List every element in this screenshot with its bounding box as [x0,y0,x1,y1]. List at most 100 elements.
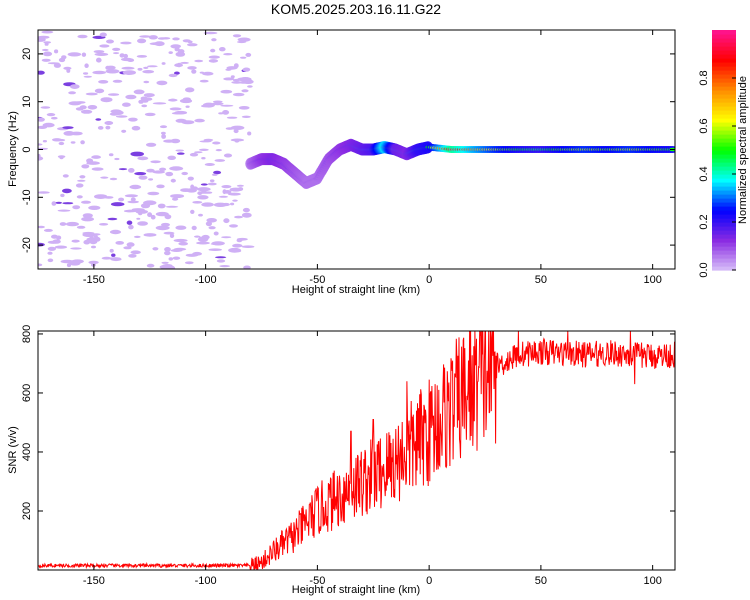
noise-speckle [169,107,182,111]
spectrogram-y-tick-label: -10 [21,189,33,205]
noise-speckle [206,218,217,223]
noise-speckle [122,70,136,75]
noise-speckle [82,232,95,237]
noise-speckle [146,263,155,268]
noise-speckle [97,126,104,130]
colorbar-tick-label: 0.0 [698,262,710,277]
noise-speckle [163,139,176,143]
snr-x-tick-label: 0 [426,575,432,587]
noise-speckle [185,87,195,93]
spectrogram-x-tick-label: 100 [643,274,661,286]
noise-speckle [133,89,145,95]
noise-speckle [152,247,159,251]
noise-speckle [83,75,93,78]
noise-speckle [47,251,53,255]
colorbar-segment [712,38,736,43]
noise-speckle [106,39,114,44]
noise-speckle [219,47,226,52]
noise-speckle [77,34,88,39]
colorbar-segment [712,82,736,87]
colorbar-segment [712,262,736,267]
noise-speckle [62,188,72,194]
noise-speckle [59,155,64,160]
noise-speckle [240,56,247,59]
noise-speckle [70,141,76,144]
noise-speckle [202,71,214,76]
colorbar-segment [712,122,736,127]
noise-speckle [38,263,43,267]
noise-speckle [230,138,245,142]
noise-speckle [75,107,84,111]
spectrogram-y-tick-label: 20 [21,48,33,60]
colorbar-segment [712,118,736,123]
noise-speckle [142,70,155,74]
snr-x-tick-label: -150 [83,575,105,587]
snr-panel: -150 -100 -50 0 50 100 200 400 600 800 Height of… [7,325,676,596]
noise-speckle [38,143,43,146]
noise-speckle [107,217,118,221]
noise-speckle [108,93,120,96]
colorbar-segment [712,170,736,175]
noise-speckle [232,199,238,202]
noise-speckle [104,121,114,125]
noise-speckle [230,202,235,206]
snr-y-tick-label: 200 [21,502,33,520]
noise-speckle [100,176,109,179]
noise-speckle [85,92,98,96]
noise-speckle [83,239,91,245]
noise-speckle [161,37,171,40]
noise-speckle [190,209,195,214]
noise-speckle [172,256,181,260]
noise-speckle [41,58,51,62]
noise-speckle [164,251,171,256]
noise-speckle [223,77,235,81]
noise-speckle [241,89,249,93]
colorbar-segment [712,206,736,211]
noise-speckle [155,225,170,231]
noise-speckle [242,207,250,213]
noise-speckle [207,182,217,186]
noise-speckle [141,104,148,108]
noise-speckle [161,134,167,139]
noise-speckle [233,63,239,69]
noise-speckle [212,102,224,106]
noise-speckle [161,62,166,65]
colorbar-segment [712,222,736,227]
colorbar-segment [712,258,736,263]
colorbar-segment [712,186,736,191]
noise-speckle [43,41,51,44]
noise-speckle [79,175,86,179]
noise-speckle [47,258,54,263]
noise-speckle [236,40,247,44]
noise-speckle [208,59,219,63]
noise-speckle [187,43,198,47]
noise-speckle [168,51,173,54]
noise-speckle [147,191,160,196]
noise-speckle [194,59,204,63]
noise-speckle [190,184,195,190]
noise-speckle [175,51,186,57]
noise-speckle [54,245,68,249]
noise-speckle [76,225,86,229]
noise-speckle [137,67,143,71]
noise-speckle [168,257,174,261]
noise-speckle [181,120,195,125]
noise-speckle [137,221,149,226]
noise-speckle [133,235,141,238]
noise-speckle [42,122,55,128]
noise-speckle [62,202,74,205]
noise-speckle [223,153,233,158]
spectrogram-heatmap [38,30,675,269]
noise-speckle [109,248,114,253]
noise-speckle [213,231,219,236]
noise-speckle [66,263,72,268]
noise-speckle [189,152,199,157]
noise-speckle [235,249,242,253]
spectrogram-x-tick-label: -100 [195,274,217,286]
noise-speckle [124,194,138,198]
colorbar-segment [712,102,736,107]
noise-speckle [234,215,243,219]
noise-speckle [38,225,45,229]
noise-speckle [214,159,226,162]
